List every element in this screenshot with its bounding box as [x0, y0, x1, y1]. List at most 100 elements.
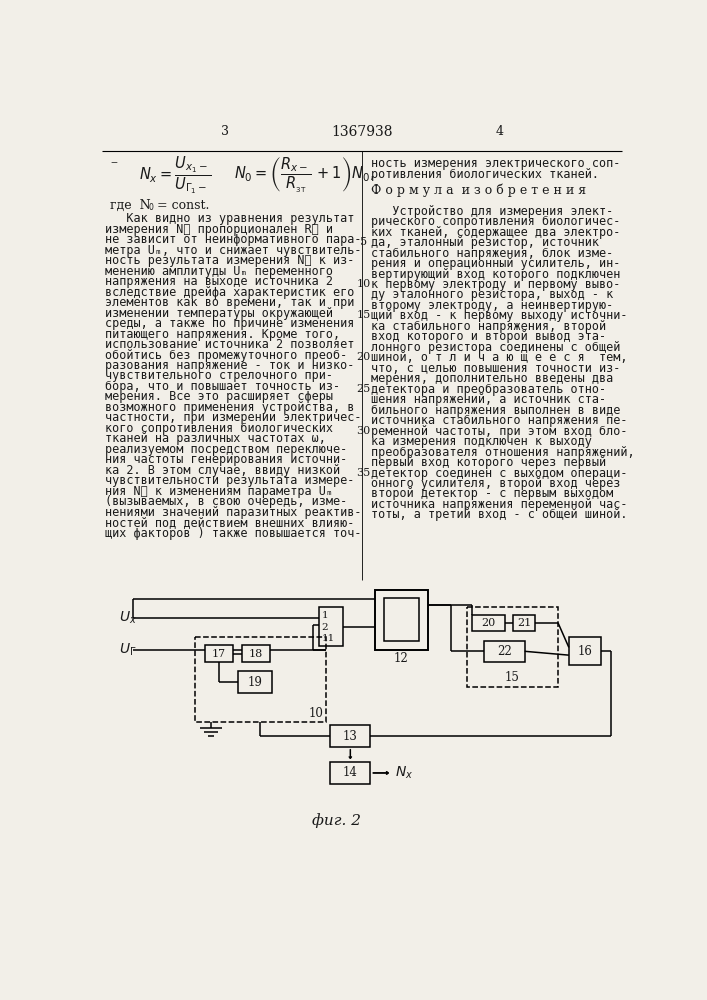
Text: 10: 10 — [308, 707, 323, 720]
Text: ность измерения электрического соп-: ность измерения электрического соп- — [371, 157, 621, 170]
Text: Ф о р м у л а  и з о б р е т е н и я: Ф о р м у л а и з о б р е т е н и я — [371, 184, 586, 197]
Text: 25: 25 — [356, 384, 370, 394]
Bar — [195, 637, 325, 722]
Text: второй детектор - с первым выходом: второй детектор - с первым выходом — [371, 487, 614, 500]
Text: $N_x = \dfrac{U_{x_1-}}{U_{\Gamma_1-}}$: $N_x = \dfrac{U_{x_1-}}{U_{\Gamma_1-}}$ — [139, 155, 211, 196]
Text: 30: 30 — [356, 426, 370, 436]
Text: 1: 1 — [322, 611, 328, 620]
Text: $U_\Gamma$: $U_\Gamma$ — [119, 642, 137, 658]
Text: кого сопротивления биологических: кого сопротивления биологических — [105, 422, 334, 435]
Text: напряжения на выходе источника 2: напряжения на выходе источника 2 — [105, 275, 334, 288]
Text: рического сопротивления биологичес-: рического сопротивления биологичес- — [371, 215, 621, 228]
Text: 14: 14 — [343, 766, 358, 779]
Text: –: – — [110, 155, 117, 169]
Text: нениями значений паразитных реактив-: нениями значений паразитных реактив- — [105, 506, 362, 519]
Text: щих факторов ) также повышается точ-: щих факторов ) также повышается точ- — [105, 527, 362, 540]
Text: 20: 20 — [481, 618, 496, 628]
Text: ка 2. В этом случае, ввиду низкой: ка 2. В этом случае, ввиду низкой — [105, 464, 341, 477]
Text: менению амплитуды Uₘ переменного: менению амплитуды Uₘ переменного — [105, 265, 334, 278]
Text: щий вход - к первому выходу источни-: щий вход - к первому выходу источни- — [371, 309, 628, 322]
Bar — [384, 598, 419, 641]
Text: ких тканей, содержащее два электро-: ких тканей, содержащее два электро- — [371, 226, 621, 239]
Text: метра Uₘ, что и снижает чувствитель-: метра Uₘ, что и снижает чувствитель- — [105, 244, 362, 257]
Text: мерения. Все это расширяет сферы: мерения. Все это расширяет сферы — [105, 390, 334, 403]
Text: элементов как во времени, так и при: элементов как во времени, так и при — [105, 296, 355, 309]
Text: ния частоты генерирования источни-: ния частоты генерирования источни- — [105, 453, 348, 466]
Text: использование источника 2 позволяет: использование источника 2 позволяет — [105, 338, 355, 351]
Text: 3: 3 — [221, 125, 229, 138]
Text: ния Nᶋ к изменениям параметра Uₘ: ния Nᶋ к изменениям параметра Uₘ — [105, 485, 334, 498]
Text: 13: 13 — [343, 730, 358, 742]
Text: преобразователя отношения напряжений,: преобразователя отношения напряжений, — [371, 446, 635, 459]
Text: не зависит от неинформативного пара-: не зависит от неинформативного пара- — [105, 233, 362, 246]
Text: 18: 18 — [249, 649, 263, 659]
Bar — [242, 645, 270, 662]
Text: измерения Nᶋ пропорционален Rᶋ и: измерения Nᶋ пропорционален Rᶋ и — [105, 223, 334, 236]
Text: Устройство для измерения элект-: Устройство для измерения элект- — [371, 205, 614, 218]
Text: изменении температуры окружающей: изменении температуры окружающей — [105, 307, 334, 320]
Text: шиной, о т л и ч а ю щ е е с я  тем,: шиной, о т л и ч а ю щ е е с я тем, — [371, 351, 628, 364]
Bar — [330, 762, 370, 784]
Text: первый вход которого через первый: первый вход которого через первый — [371, 456, 607, 469]
Text: 5: 5 — [360, 237, 367, 247]
Text: = const.: = const. — [153, 199, 210, 212]
Text: $N_x$: $N_x$ — [395, 765, 414, 781]
Text: 16: 16 — [578, 645, 592, 658]
Text: 17: 17 — [211, 649, 226, 659]
Text: частности, при измерении электричес-: частности, при измерении электричес- — [105, 411, 362, 424]
Text: $_0$: $_0$ — [148, 202, 155, 214]
Text: ременной частоты, при этом вход бло-: ременной частоты, при этом вход бло- — [371, 425, 628, 438]
Bar — [320, 607, 343, 646]
Text: ка стабильного напряжения, второй: ка стабильного напряжения, второй — [371, 320, 607, 333]
Text: вследствие дрейфа характеристик его: вследствие дрейфа характеристик его — [105, 286, 355, 299]
Text: 4: 4 — [495, 125, 503, 138]
Text: разования напряжение - ток и низко-: разования напряжение - ток и низко- — [105, 359, 355, 372]
Text: рения и операционный усилитель, ин-: рения и операционный усилитель, ин- — [371, 257, 621, 270]
Text: 15: 15 — [505, 671, 520, 684]
Bar — [484, 641, 525, 662]
Text: фиг. 2: фиг. 2 — [312, 813, 361, 828]
Bar — [330, 725, 370, 747]
Text: тоты, а третий вход - с общей шиной.: тоты, а третий вход - с общей шиной. — [371, 508, 628, 521]
Text: 20: 20 — [356, 352, 370, 362]
Text: шения напряжений, а источник ста-: шения напряжений, а источник ста- — [371, 393, 607, 406]
Text: ротивления биологических тканей.: ротивления биологических тканей. — [371, 168, 600, 181]
Text: к первому электроду и первому выво-: к первому электроду и первому выво- — [371, 278, 621, 291]
Bar — [513, 615, 534, 631]
Bar — [375, 590, 428, 650]
Text: 10: 10 — [356, 279, 370, 289]
Text: тканей на различных частотах ω,: тканей на различных частотах ω, — [105, 432, 327, 445]
Text: 35: 35 — [356, 468, 370, 478]
Text: $N_0 = \left(\dfrac{R_{x-}}{R_{_{\mathsf{3T}}}}\,+1\right) N_0,$: $N_0 = \left(\dfrac{R_{x-}}{R_{_{\mathsf… — [234, 156, 375, 195]
Text: 19: 19 — [247, 676, 262, 689]
Text: детектора и преобразователь отно-: детектора и преобразователь отно- — [371, 383, 607, 396]
Text: 1367938: 1367938 — [331, 125, 392, 139]
Text: Как видно из уравнения результат: Как видно из уравнения результат — [105, 212, 355, 225]
Text: бора, что и повышает точность из-: бора, что и повышает точность из- — [105, 380, 341, 393]
Text: мерения, дополнительно введены два: мерения, дополнительно введены два — [371, 372, 614, 385]
Text: 12: 12 — [394, 652, 409, 665]
Text: ностей под действием внешних влияю-: ностей под действием внешних влияю- — [105, 516, 355, 529]
Text: вертирующий вход которого подключен: вертирующий вход которого подключен — [371, 268, 621, 281]
Text: (вызываемых, в свою очередь, изме-: (вызываемых, в свою очередь, изме- — [105, 495, 348, 508]
Bar — [204, 645, 233, 662]
Text: ка измерения подключен к выходу: ка измерения подключен к выходу — [371, 435, 592, 448]
Text: чувствительности результата измере-: чувствительности результата измере- — [105, 474, 355, 487]
Text: где  N: где N — [110, 199, 151, 212]
Text: реализуемом посредством переключе-: реализуемом посредством переключе- — [105, 443, 348, 456]
Bar — [467, 607, 558, 687]
Text: 15: 15 — [356, 310, 370, 320]
Text: 11: 11 — [322, 634, 335, 643]
Text: второму электроду, а неинвертирую-: второму электроду, а неинвертирую- — [371, 299, 614, 312]
Bar — [569, 637, 602, 665]
Text: ду эталонного резистора, выход - к: ду эталонного резистора, выход - к — [371, 288, 614, 301]
Text: стабильного напряжения, блок изме-: стабильного напряжения, блок изме- — [371, 247, 614, 260]
Text: среды, а также по причине изменения: среды, а также по причине изменения — [105, 317, 355, 330]
Text: обойтись без промежуточного преоб-: обойтись без промежуточного преоб- — [105, 349, 348, 362]
Text: онного усилителя, второй вход через: онного усилителя, второй вход через — [371, 477, 621, 490]
Text: 21: 21 — [517, 618, 531, 628]
Text: бильного напряжения выполнен в виде: бильного напряжения выполнен в виде — [371, 404, 621, 417]
Text: 2: 2 — [322, 623, 328, 632]
Text: ность результата измерения Nᶋ к из-: ность результата измерения Nᶋ к из- — [105, 254, 355, 267]
Text: вход которого и второй вывод эта-: вход которого и второй вывод эта- — [371, 330, 607, 343]
